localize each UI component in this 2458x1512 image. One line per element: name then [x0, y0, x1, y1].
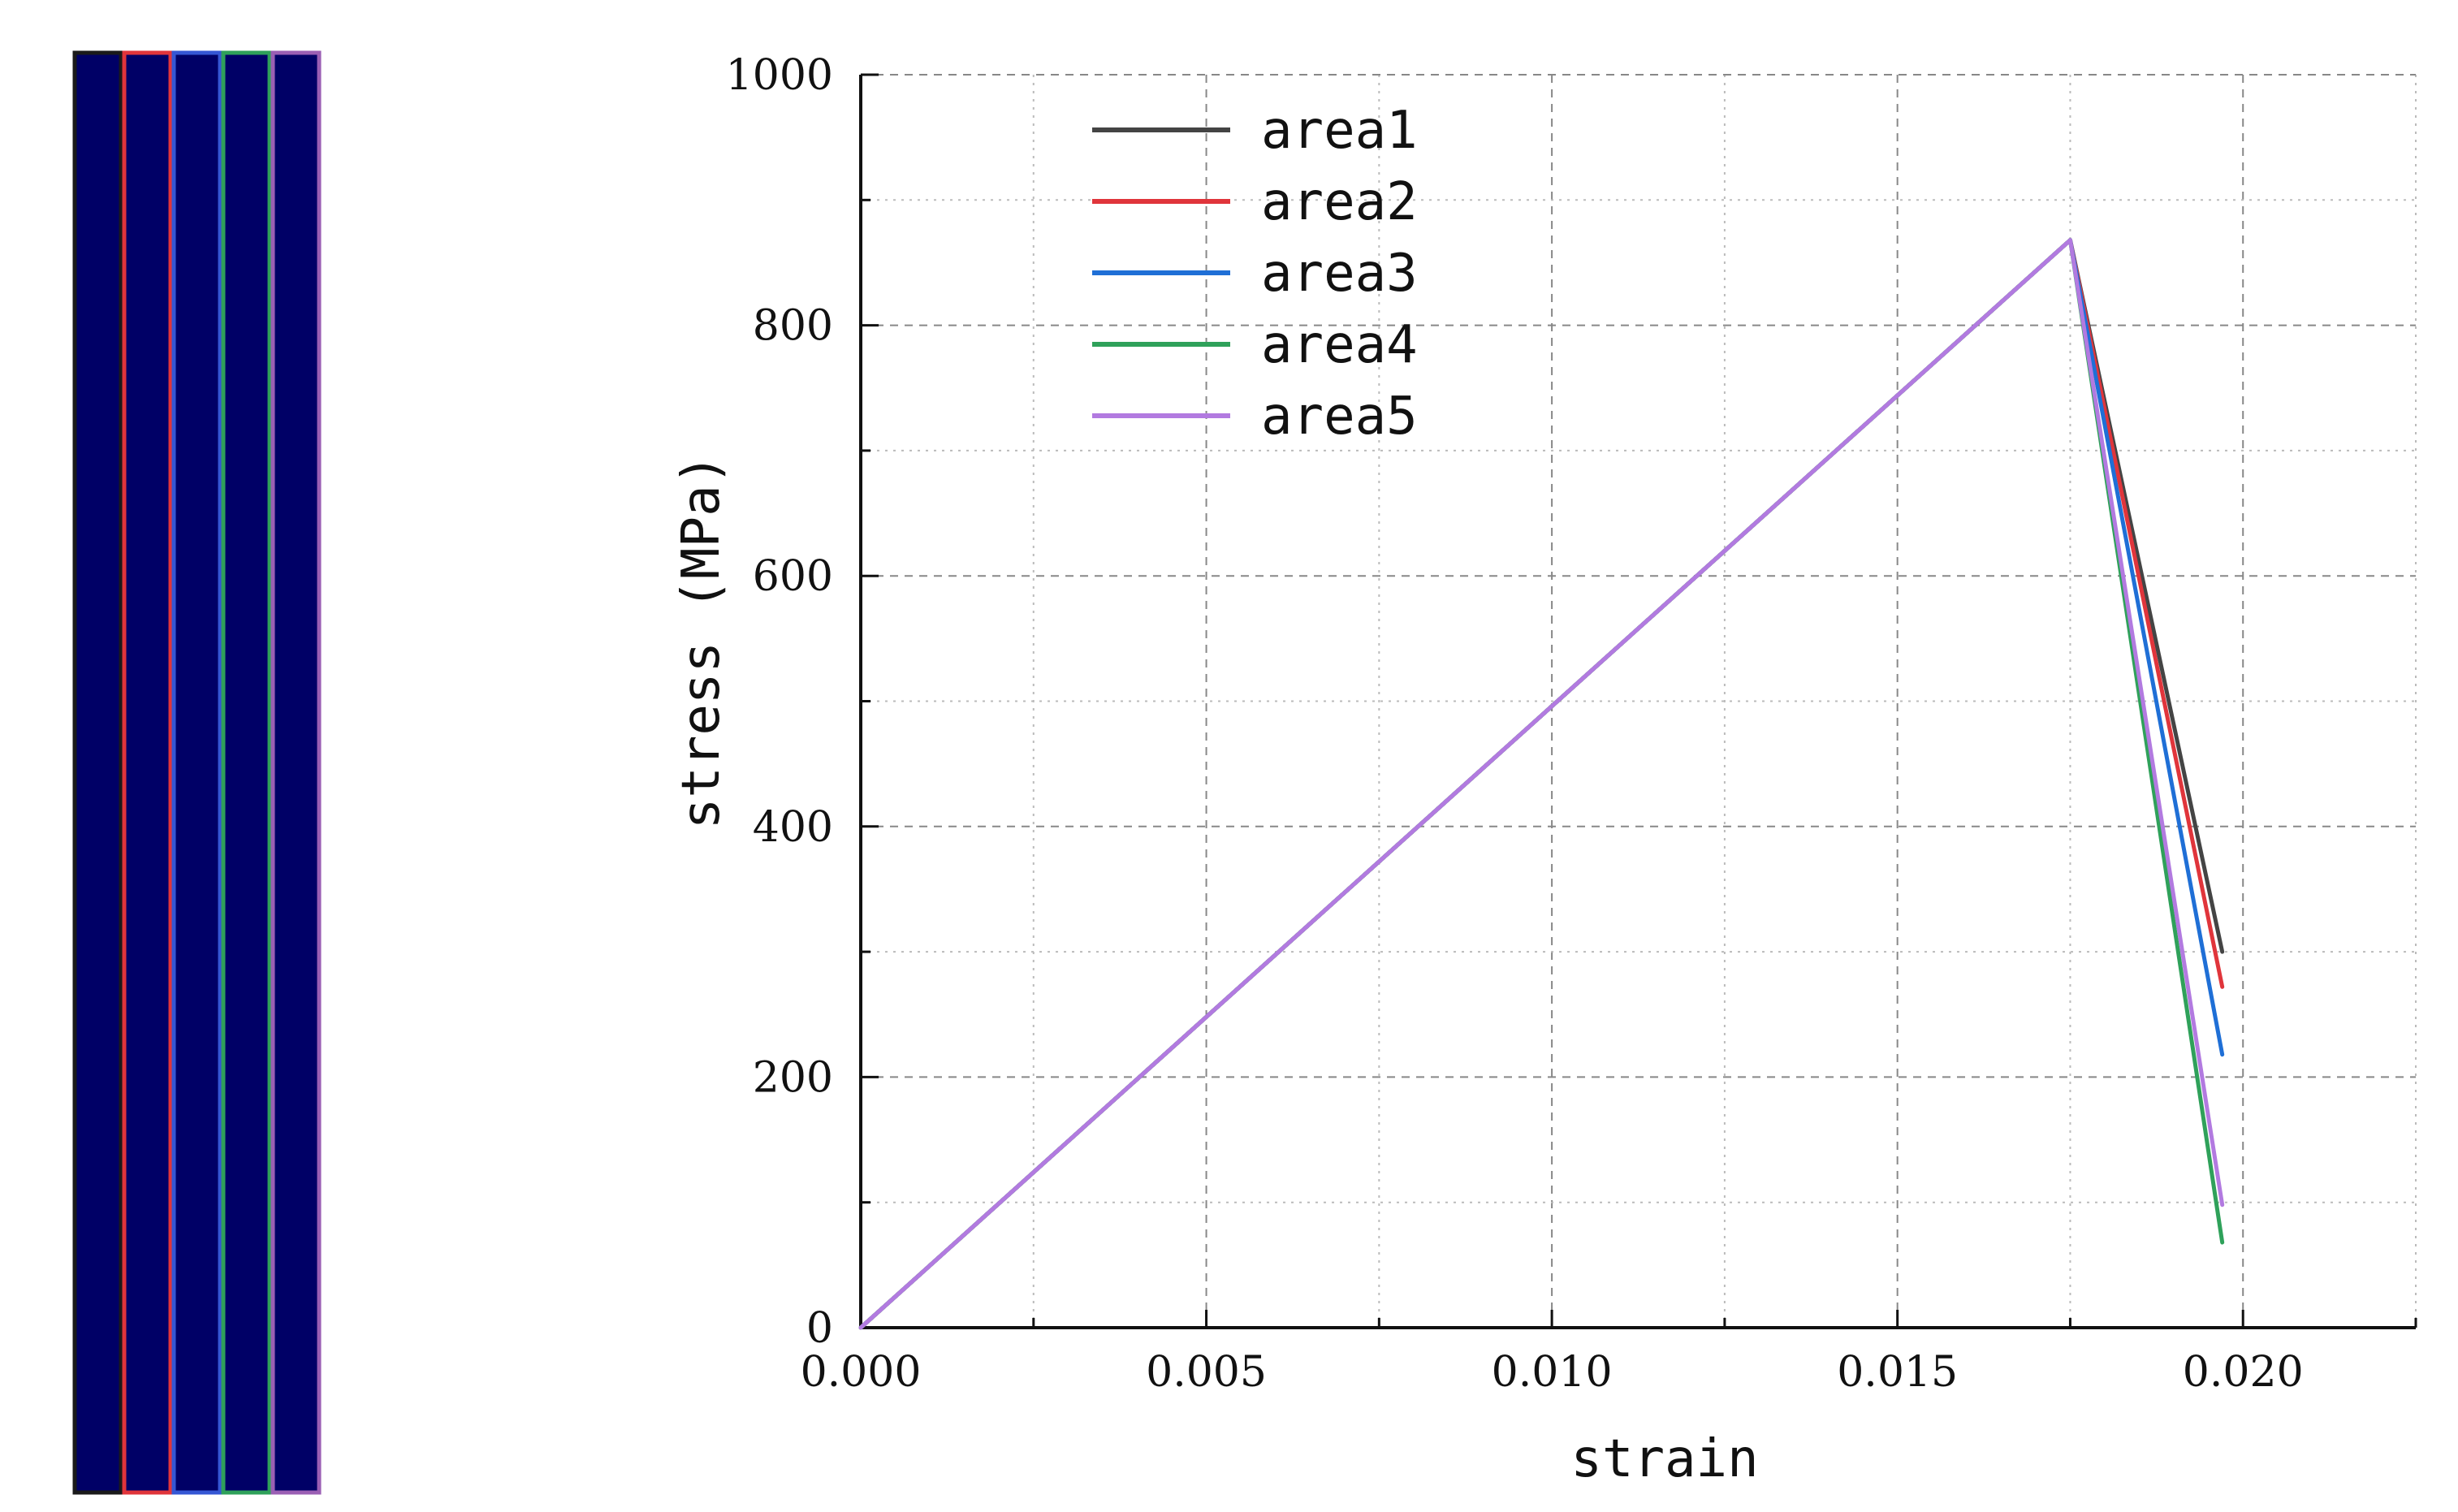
tick-labels: 0.000 0.005 0.010 0.015 0.020 0 200 400 600 800 10… — [726, 51, 2304, 1397]
x-tick-label: 0.000 — [801, 1348, 922, 1397]
x-tick-label: 0.010 — [1492, 1348, 1613, 1397]
specimen-strip-area4 — [221, 50, 272, 1495]
series-line-area2 — [858, 238, 2225, 1330]
specimen-strip-area3 — [171, 50, 222, 1495]
series-line-area5 — [858, 238, 2225, 1330]
legend-label-area1: area1 — [1261, 101, 1418, 161]
specimen-diagram — [72, 50, 322, 1495]
x-tick-label: 0.015 — [1837, 1348, 1958, 1397]
y-tick-label: 800 — [753, 302, 833, 351]
legend-label-area5: area5 — [1261, 387, 1418, 447]
axes — [859, 73, 2417, 1329]
y-tick-label: 1000 — [726, 51, 833, 100]
y-tick-label: 200 — [753, 1053, 833, 1102]
specimen-strip-area2 — [122, 50, 173, 1495]
y-tick-label: 400 — [753, 803, 833, 852]
y-tick-label: 600 — [753, 552, 833, 601]
legend-label-area2: area2 — [1261, 172, 1418, 232]
series-line-area4 — [858, 238, 2225, 1330]
specimen-strip-area5 — [270, 50, 322, 1495]
legend: area1 area2 area3 area4 area5 — [1092, 101, 1418, 447]
x-tick-label: 0.020 — [2183, 1348, 2304, 1397]
series-lines — [858, 238, 2225, 1330]
legend-label-area4: area4 — [1261, 315, 1418, 375]
x-axis-label: strain — [1570, 1429, 1758, 1489]
legend-label-area3: area3 — [1261, 244, 1418, 304]
specimen-strip-area1 — [72, 50, 123, 1495]
x-tick-label: 0.005 — [1146, 1348, 1267, 1397]
y-tick-label: 0 — [806, 1304, 833, 1353]
grid — [861, 74, 2417, 1328]
y-axis-label: stress (MPa) — [672, 454, 732, 829]
series-line-area1 — [858, 238, 2225, 1330]
series-line-area3 — [858, 238, 2225, 1330]
